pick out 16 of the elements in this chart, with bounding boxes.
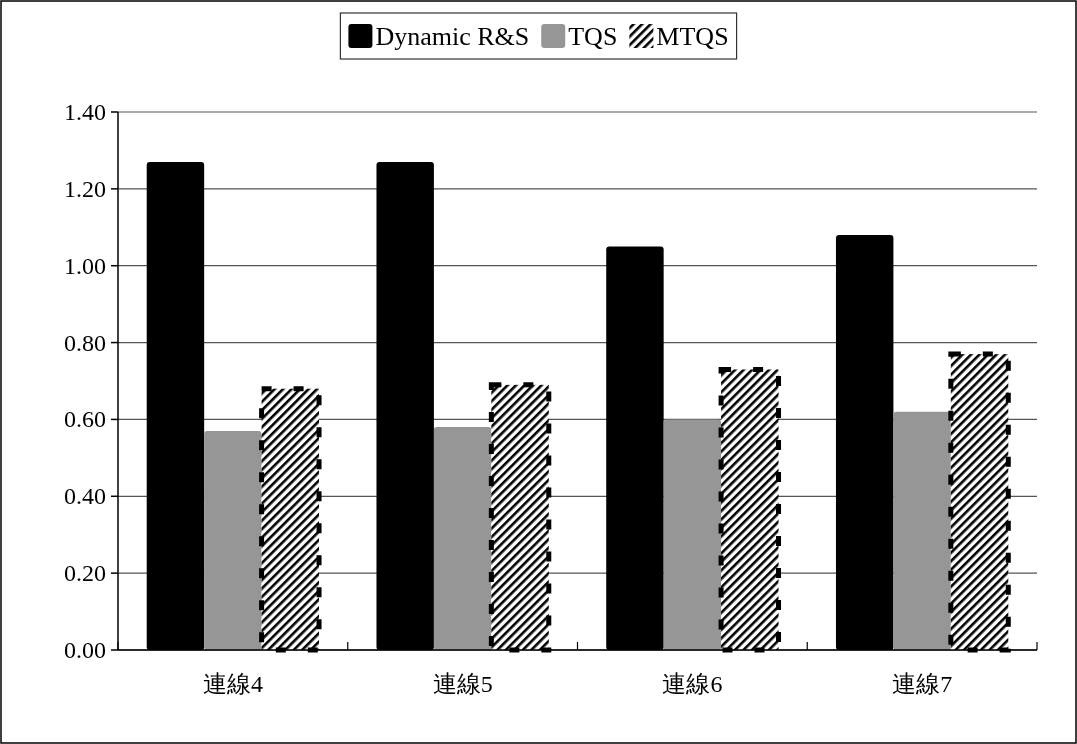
x-tick-label: 連線6	[662, 671, 723, 697]
x-tick-label: 連線4	[202, 671, 263, 697]
y-tick-label: 0.00	[64, 637, 106, 663]
y-tick-label: 1.40	[64, 99, 106, 125]
x-tick-label: 連線7	[892, 671, 953, 697]
y-tick-label: 1.00	[64, 252, 106, 279]
y-tick-label: 0.20	[64, 560, 106, 587]
bar	[204, 430, 262, 650]
x-tick-label: 連線5	[432, 671, 493, 697]
y-tick-label: 0.60	[64, 406, 106, 433]
y-tick-label: 0.40	[64, 483, 106, 510]
legend-label: Dynamic R&S	[375, 22, 530, 51]
legend-label: TQS	[568, 22, 618, 51]
legend-label: MTQS	[656, 22, 729, 51]
y-tick-label: 0.80	[64, 329, 106, 356]
y-tick-label: 1.20	[64, 175, 106, 202]
